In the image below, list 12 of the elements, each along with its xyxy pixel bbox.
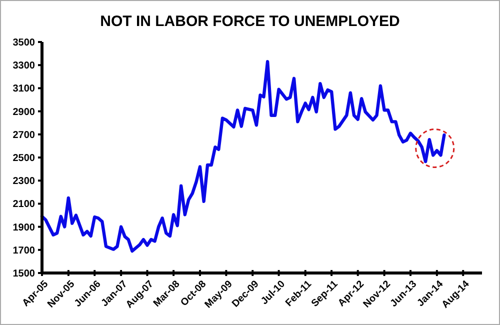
y-tick-label: 2700 — [12, 130, 36, 141]
chart-title: NOT IN LABOR FORCE TO UNEMPLOYED — [100, 13, 400, 30]
y-tick-label: 2900 — [12, 106, 36, 118]
y-tick-label: 1700 — [12, 245, 36, 256]
y-tick-label: 1900 — [12, 222, 36, 234]
y-tick-label: 2500 — [12, 153, 36, 164]
y-tick-label: 3300 — [12, 60, 36, 72]
y-tick-label: 2100 — [12, 199, 36, 210]
y-tick-label: 3500 — [12, 38, 36, 48]
y-tick-label: 1500 — [12, 268, 36, 280]
y-tick-label: 2300 — [12, 176, 36, 188]
y-tick-label: 3100 — [12, 84, 36, 95]
